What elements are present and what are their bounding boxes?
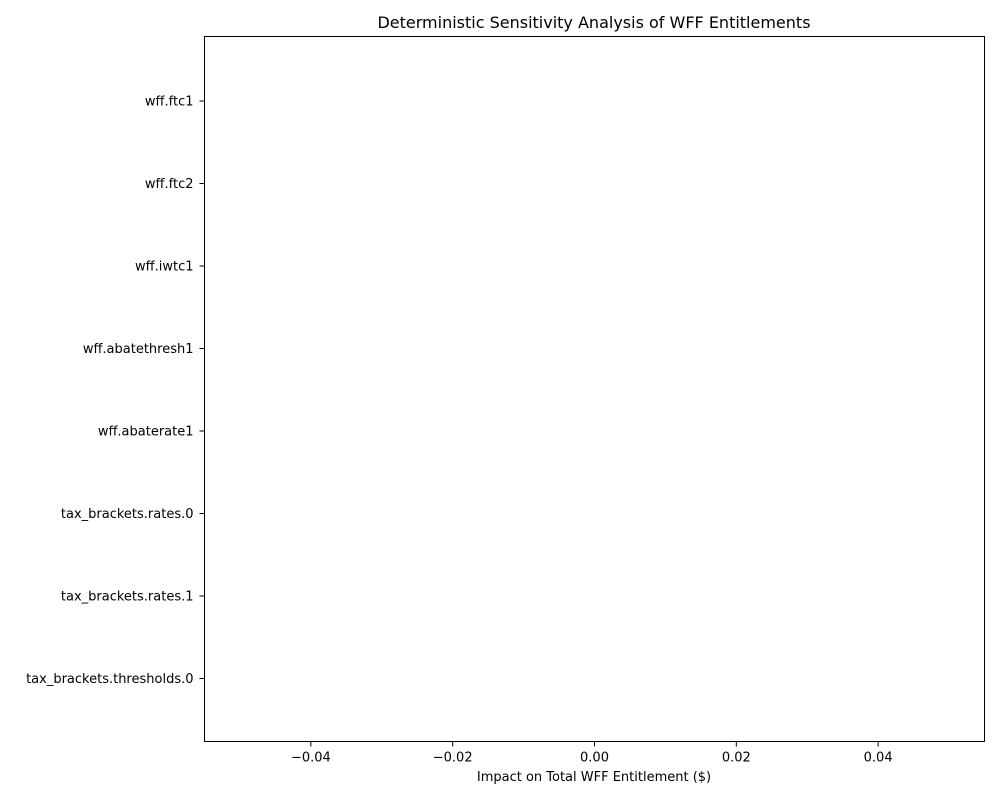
y-tick-label: wff.ftc1 [145,95,194,110]
y-axis: wff.ftc1 wff.ftc2 wff.iwtc1 wff.abatethresh… [26,95,205,687]
y-tick-label: wff.abaterate1 [98,425,194,440]
x-tick-label: 0.00 [580,751,609,766]
y-tick-label: tax_brackets.rates.0 [61,507,194,522]
y-tick-label: wff.ftc2 [145,177,194,192]
y-tick-label: wff.iwtc1 [135,260,193,275]
x-tick-label: −0.04 [291,751,331,766]
y-tick-label: tax_brackets.thresholds.0 [26,672,193,687]
plot-frame [204,36,985,742]
y-tick-label: wff.abatethresh1 [83,342,194,357]
x-tick-label: 0.04 [864,751,893,766]
chart-title: Deterministic Sensitivity Analysis of WF… [377,13,810,32]
x-axis: −0.04 −0.02 0.00 0.02 0.04 [291,741,893,766]
y-tick-label: tax_brackets.rates.1 [61,590,194,605]
x-tick-label: 0.02 [722,751,751,766]
x-axis-label: Impact on Total WFF Entitlement ($) [477,770,711,785]
x-tick-label: −0.02 [433,751,473,766]
